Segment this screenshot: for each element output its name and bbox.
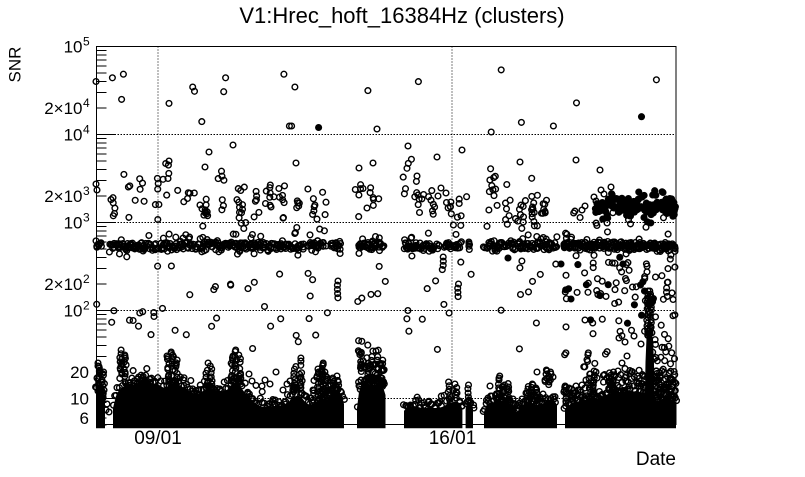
- svg-text:2: 2: [83, 299, 90, 313]
- svg-text:3: 3: [83, 184, 90, 198]
- svg-text:V1:Hrec_hoft_16384Hz (clusters: V1:Hrec_hoft_16384Hz (clusters): [239, 3, 564, 28]
- svg-text:09/01: 09/01: [134, 428, 182, 449]
- svg-text:3: 3: [83, 211, 90, 225]
- svg-text:16/01: 16/01: [429, 428, 477, 449]
- svg-text:10: 10: [64, 38, 83, 57]
- svg-text:Date: Date: [636, 449, 676, 470]
- svg-text:20: 20: [70, 363, 89, 382]
- svg-text:2×10: 2×10: [44, 99, 82, 118]
- svg-text:6: 6: [80, 409, 89, 428]
- svg-text:SNR: SNR: [6, 47, 25, 83]
- svg-text:10: 10: [64, 126, 83, 145]
- svg-text:5: 5: [83, 35, 90, 49]
- svg-text:10: 10: [64, 214, 83, 233]
- svg-text:4: 4: [83, 96, 90, 110]
- svg-text:2×10: 2×10: [44, 275, 82, 294]
- svg-text:10: 10: [64, 302, 83, 321]
- svg-text:2×10: 2×10: [44, 187, 82, 206]
- svg-text:10: 10: [70, 390, 89, 409]
- svg-text:2: 2: [83, 272, 90, 286]
- svg-text:4: 4: [83, 123, 90, 137]
